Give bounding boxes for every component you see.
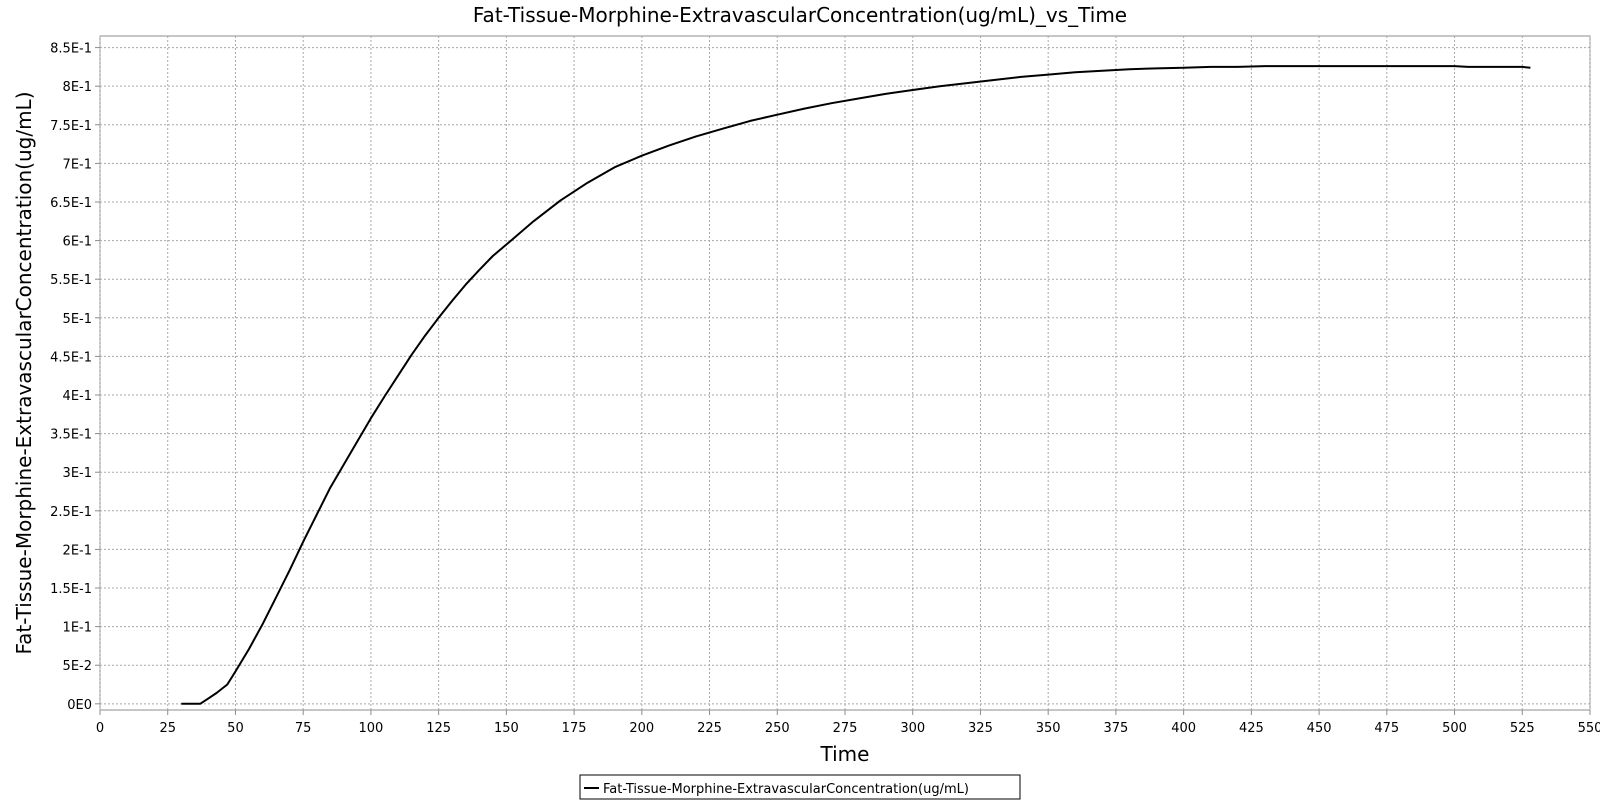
x-tick-label: 125 <box>426 721 451 736</box>
x-tick-label: 350 <box>1036 721 1061 736</box>
y-tick-label: 3E-1 <box>63 466 92 481</box>
y-axis-label: Fat-Tissue-Morphine-ExtravascularConcent… <box>12 91 36 654</box>
x-tick-label: 150 <box>494 721 519 736</box>
grid-lines <box>99 36 1591 710</box>
y-tick-label: 5E-2 <box>63 659 92 674</box>
x-tick-label: 300 <box>900 721 925 736</box>
y-tick-label: 8E-1 <box>63 80 92 95</box>
x-tick-label: 275 <box>833 721 858 736</box>
x-tick-label: 325 <box>968 721 993 736</box>
x-tick-label: 500 <box>1442 721 1467 736</box>
series-line-0 <box>181 65 1531 705</box>
y-tick-label: 6E-1 <box>63 235 92 250</box>
x-tick-label: 25 <box>159 721 176 736</box>
x-tick-label: 75 <box>295 721 312 736</box>
x-tick-label: 450 <box>1307 721 1332 736</box>
y-tick-label: 1E-1 <box>63 621 92 636</box>
legend-label-series: Fat-Tissue-Morphine-ExtravascularConcent… <box>603 782 969 797</box>
x-tick-label: 475 <box>1374 721 1399 736</box>
legend: Fat-Tissue-Morphine-ExtravascularConcent… <box>579 774 1021 800</box>
x-tick-label: 400 <box>1171 721 1196 736</box>
y-tick-label: 4E-1 <box>63 389 92 404</box>
x-axis: 0 25 50 75 100 125 150 175 200 225 250 275 300 325 350… <box>96 710 1600 736</box>
x-tick-label: 200 <box>629 721 654 736</box>
x-tick-label: 0 <box>96 721 104 736</box>
y-tick-label: 5E-1 <box>63 312 92 327</box>
x-tick-label: 375 <box>1103 721 1128 736</box>
y-tick-label: 2.5E-1 <box>50 505 92 520</box>
x-tick-label: 550 <box>1578 721 1600 736</box>
legend-box <box>579 774 1021 800</box>
series-layer <box>181 65 1531 705</box>
x-tick-label: 525 <box>1510 721 1535 736</box>
y-tick-label: 4.5E-1 <box>50 350 92 365</box>
x-tick-label: 175 <box>562 721 587 736</box>
x-tick-label: 100 <box>358 721 383 736</box>
y-tick-label: 7E-1 <box>63 157 92 172</box>
x-tick-label: 225 <box>697 721 722 736</box>
y-tick-label: 6.5E-1 <box>50 196 92 211</box>
y-tick-label: 3.5E-1 <box>50 428 92 443</box>
y-tick-label: 8.5E-1 <box>50 42 92 57</box>
y-tick-label: 1.5E-1 <box>50 582 92 597</box>
x-axis-label: Time <box>820 742 870 766</box>
x-tick-label: 250 <box>765 721 790 736</box>
y-tick-label: 2E-1 <box>63 543 92 558</box>
y-tick-label: 7.5E-1 <box>50 119 92 134</box>
x-tick-label: 50 <box>227 721 244 736</box>
chart-title: Fat-Tissue-Morphine-ExtravascularConcent… <box>473 3 1127 27</box>
y-tick-label: 0E0 <box>67 698 92 713</box>
x-tick-label: 425 <box>1239 721 1264 736</box>
y-tick-label: 5.5E-1 <box>50 273 92 288</box>
y-axis: 0E0 5E-2 1E-1 1.5E-1 2E-1 2.5E-1 3E-1 3.5E-1 4E-… <box>50 42 100 713</box>
